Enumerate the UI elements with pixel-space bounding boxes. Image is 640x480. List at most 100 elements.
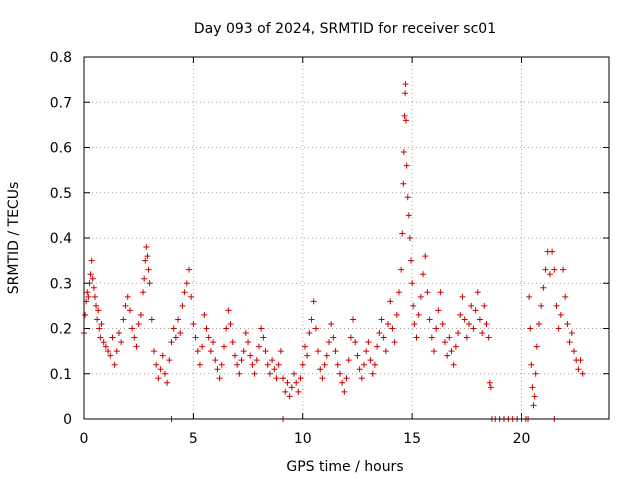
data-point (95, 307, 102, 314)
data-point (201, 311, 208, 318)
data-point (317, 366, 324, 373)
data-point (124, 293, 131, 300)
data-point (365, 339, 372, 346)
y-tick-label: 0 (63, 412, 72, 428)
data-point (260, 334, 267, 341)
data-point (400, 180, 407, 187)
data-point (441, 339, 448, 346)
data-point (210, 339, 217, 346)
data-point (385, 320, 392, 327)
data-point (529, 384, 536, 391)
data-point (577, 357, 584, 364)
data-point (437, 289, 444, 296)
data-point (415, 311, 422, 318)
data-point (161, 370, 168, 377)
data-point (347, 334, 354, 341)
data-point (410, 302, 417, 309)
data-point (240, 348, 247, 355)
data-point (485, 334, 492, 341)
data-point (151, 348, 157, 355)
data-point (105, 348, 112, 355)
data-point (403, 162, 410, 169)
data-point (403, 117, 409, 124)
data-point (528, 361, 535, 368)
data-point (411, 320, 418, 327)
data-point (439, 320, 446, 327)
data-point (378, 316, 385, 323)
plot-frame (83, 56, 610, 420)
data-point (179, 302, 186, 309)
data-point (262, 348, 269, 355)
data-point (88, 257, 95, 264)
data-point (354, 352, 361, 359)
data-point (450, 361, 457, 368)
data-point (159, 352, 166, 359)
chart-title: Day 093 of 2024, SRMTID for receiver sc0… (194, 21, 496, 37)
data-point (468, 302, 475, 309)
data-point (571, 348, 577, 355)
data-point (526, 293, 533, 300)
data-point (380, 334, 387, 341)
data-point (332, 348, 339, 355)
data-point (229, 339, 236, 346)
data-point (141, 275, 148, 282)
y-tick-labels: 0 0.1 0.2 0.3 0.4 0.5 0.6 0.7 0.8 (50, 50, 72, 428)
data-point (566, 339, 573, 346)
data-point (175, 316, 182, 323)
data-point (402, 81, 409, 88)
x-axis-label: GPS time / hours (286, 459, 403, 475)
x-tick-label: 10 (294, 431, 312, 447)
data-point (391, 339, 398, 346)
data-point (271, 366, 278, 373)
data-point (308, 316, 315, 323)
data-point (536, 320, 542, 327)
data-point (231, 352, 238, 359)
data-point (323, 352, 330, 359)
data-point (247, 352, 254, 359)
data-point (253, 357, 260, 364)
data-point (280, 375, 287, 382)
data-point (116, 330, 122, 337)
data-point (533, 343, 540, 350)
data-point (102, 343, 109, 350)
data-point (409, 280, 416, 287)
data-point (402, 90, 409, 97)
data-point (82, 311, 89, 318)
data-point (218, 361, 225, 368)
data-point (170, 325, 177, 332)
data-point (221, 343, 227, 350)
data-point (282, 388, 289, 395)
data-point (358, 375, 365, 382)
data-point (376, 330, 383, 337)
x-tick-label: 5 (189, 431, 198, 447)
data-point (188, 293, 195, 300)
data-point (422, 253, 429, 260)
data-point (137, 311, 144, 318)
data-point (363, 348, 370, 355)
data-point (126, 307, 133, 314)
data-point (371, 361, 378, 368)
data-point (555, 325, 562, 332)
data-point (234, 361, 241, 368)
data-point (140, 289, 147, 296)
data-point (186, 266, 192, 273)
data-point (328, 320, 335, 327)
data-point (486, 379, 493, 386)
data-point (144, 253, 151, 260)
data-point (97, 334, 104, 341)
data-point (483, 320, 490, 327)
data-point (341, 388, 348, 395)
data-point (113, 348, 120, 355)
data-point (315, 348, 322, 355)
data-point (148, 316, 155, 323)
data-point (542, 266, 549, 273)
data-point (269, 357, 276, 364)
x-tick-label: 20 (513, 431, 531, 447)
data-point (275, 361, 282, 368)
data-point (374, 343, 381, 350)
data-point (299, 361, 306, 368)
data-point (564, 320, 571, 327)
y-tick-label: 0.2 (50, 322, 72, 338)
data-point (312, 325, 319, 332)
data-point (321, 361, 328, 368)
